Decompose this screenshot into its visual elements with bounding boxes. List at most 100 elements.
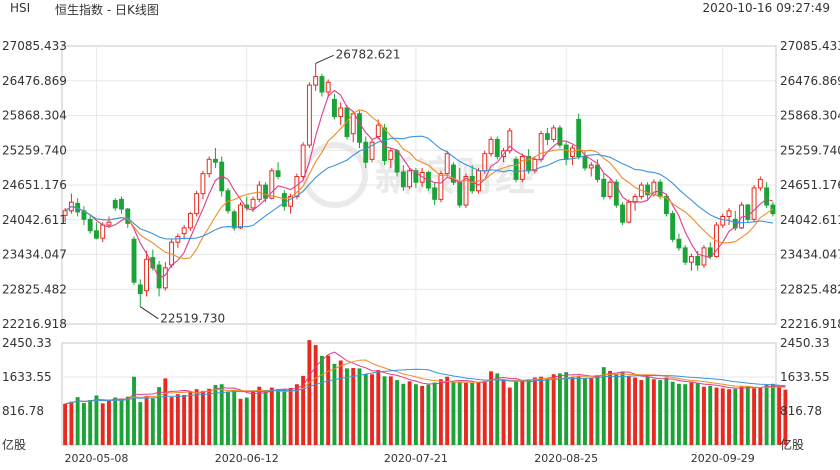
candle-body [131, 238, 137, 283]
volume-bar [489, 371, 493, 445]
volume-axis-label-left: 816.78 [2, 404, 44, 418]
volume-bar [733, 388, 738, 445]
volume-bar [470, 382, 475, 445]
volume-bar [539, 376, 544, 445]
candle-body [125, 208, 131, 224]
price-axis-label-right: 25868.304 [780, 109, 840, 123]
volume-axis-label-right: 816.78 [780, 404, 822, 418]
volume-bar [213, 385, 218, 445]
volume-bar [783, 389, 788, 445]
candle-body [181, 227, 187, 235]
volume-bar [532, 377, 537, 445]
volume-bar [551, 374, 556, 445]
volume-bar [476, 382, 481, 445]
candle-body [87, 218, 93, 232]
volume-bar [507, 387, 512, 445]
chart-title: 恒生指数 - 日K线图 [55, 3, 159, 17]
volume-axis-label-right: 1633.55 [780, 370, 830, 384]
volume-bar [601, 367, 606, 445]
candle-body [338, 107, 344, 118]
candle-body [689, 255, 694, 263]
volume-bar [107, 399, 111, 445]
candle-body [557, 127, 563, 146]
candle-body [645, 184, 651, 196]
volume-axis-label-left: 亿股 [2, 437, 26, 452]
candle-body [194, 193, 200, 215]
chart-grid [61, 45, 777, 446]
max-annotation-line [315, 54, 334, 64]
candle-body [388, 150, 394, 160]
volume-bar [670, 381, 675, 445]
candle-body [444, 153, 450, 175]
moving-average-lines [64, 89, 774, 279]
time-axis-label: 2020-06-12 [215, 452, 279, 465]
volume-bar [345, 368, 349, 445]
candle-body [563, 144, 569, 160]
volume-bar [269, 387, 274, 445]
volume-bar [175, 394, 180, 445]
volume-bar [764, 385, 769, 445]
candle-body [757, 178, 763, 189]
volume-ma10-line [65, 359, 786, 405]
volume-ma20-line [65, 368, 786, 405]
price-axis-label-left: 22825.482 [2, 282, 67, 296]
volume-bar [401, 383, 406, 445]
time-axis-label: 2020-08-25 [534, 452, 598, 465]
ma10-line [64, 109, 774, 260]
volume-bar [695, 383, 700, 445]
candle-body [457, 181, 463, 206]
candle-body [263, 184, 268, 199]
candle-body [231, 211, 237, 229]
price-axis-label-right: 22216.918 [780, 317, 840, 331]
candle-body [357, 113, 362, 143]
volume-bar [702, 386, 706, 445]
candle-body [726, 210, 732, 217]
price-axis-label-left: 27085.433 [2, 39, 67, 53]
volume-bar [69, 401, 74, 445]
candle-body [119, 198, 124, 210]
volume-bar [495, 373, 500, 445]
price-axis-label-left: 25259.740 [2, 143, 67, 157]
volume-bar [420, 385, 425, 445]
candle-body [507, 130, 513, 152]
volume-bars [63, 340, 788, 445]
volume-bar [777, 386, 782, 445]
volume-axis-label-left: 2450.33 [2, 336, 52, 350]
candle-body [106, 221, 112, 226]
candle-body [670, 213, 676, 240]
price-axis-label-left: 26476.869 [2, 74, 67, 88]
candle-body [238, 204, 243, 229]
volume-bar [188, 391, 193, 445]
volume-bar [720, 388, 725, 445]
volume-axis-label-right: 2450.33 [780, 336, 830, 350]
candle-body [595, 164, 600, 180]
time-axis-label: 2020-09-29 [691, 452, 755, 465]
volume-bar [438, 379, 443, 445]
volume-bar [520, 380, 525, 445]
candle-body [369, 141, 375, 160]
price-axis-label-right: 22825.482 [780, 282, 840, 296]
candle-body [620, 204, 625, 223]
price-axis-label-left: 24651.176 [2, 178, 67, 192]
candle-body [288, 195, 294, 207]
volume-bar [426, 384, 431, 445]
candle-body [319, 76, 325, 93]
chart-datetime: 2020-10-16 09:27:49 [702, 1, 830, 15]
volume-bar [482, 380, 487, 445]
price-axis-label-right: 27085.433 [780, 39, 840, 53]
time-axis-label: 2020-07-21 [384, 452, 448, 465]
volume-bar [257, 386, 262, 445]
volume-bar [739, 386, 744, 445]
candle-body [432, 187, 438, 200]
volume-bar [113, 397, 118, 445]
volume-bar [88, 400, 93, 445]
candle-body [187, 213, 193, 229]
min-annotation-label: 22519.730 [160, 312, 225, 326]
price-axis-label-right: 25259.740 [780, 143, 840, 157]
candle-body [407, 170, 413, 188]
volume-bar [445, 376, 450, 445]
price-axis-label-right: 24651.176 [780, 178, 840, 192]
candle-body [601, 178, 607, 197]
volume-bar [583, 378, 587, 445]
